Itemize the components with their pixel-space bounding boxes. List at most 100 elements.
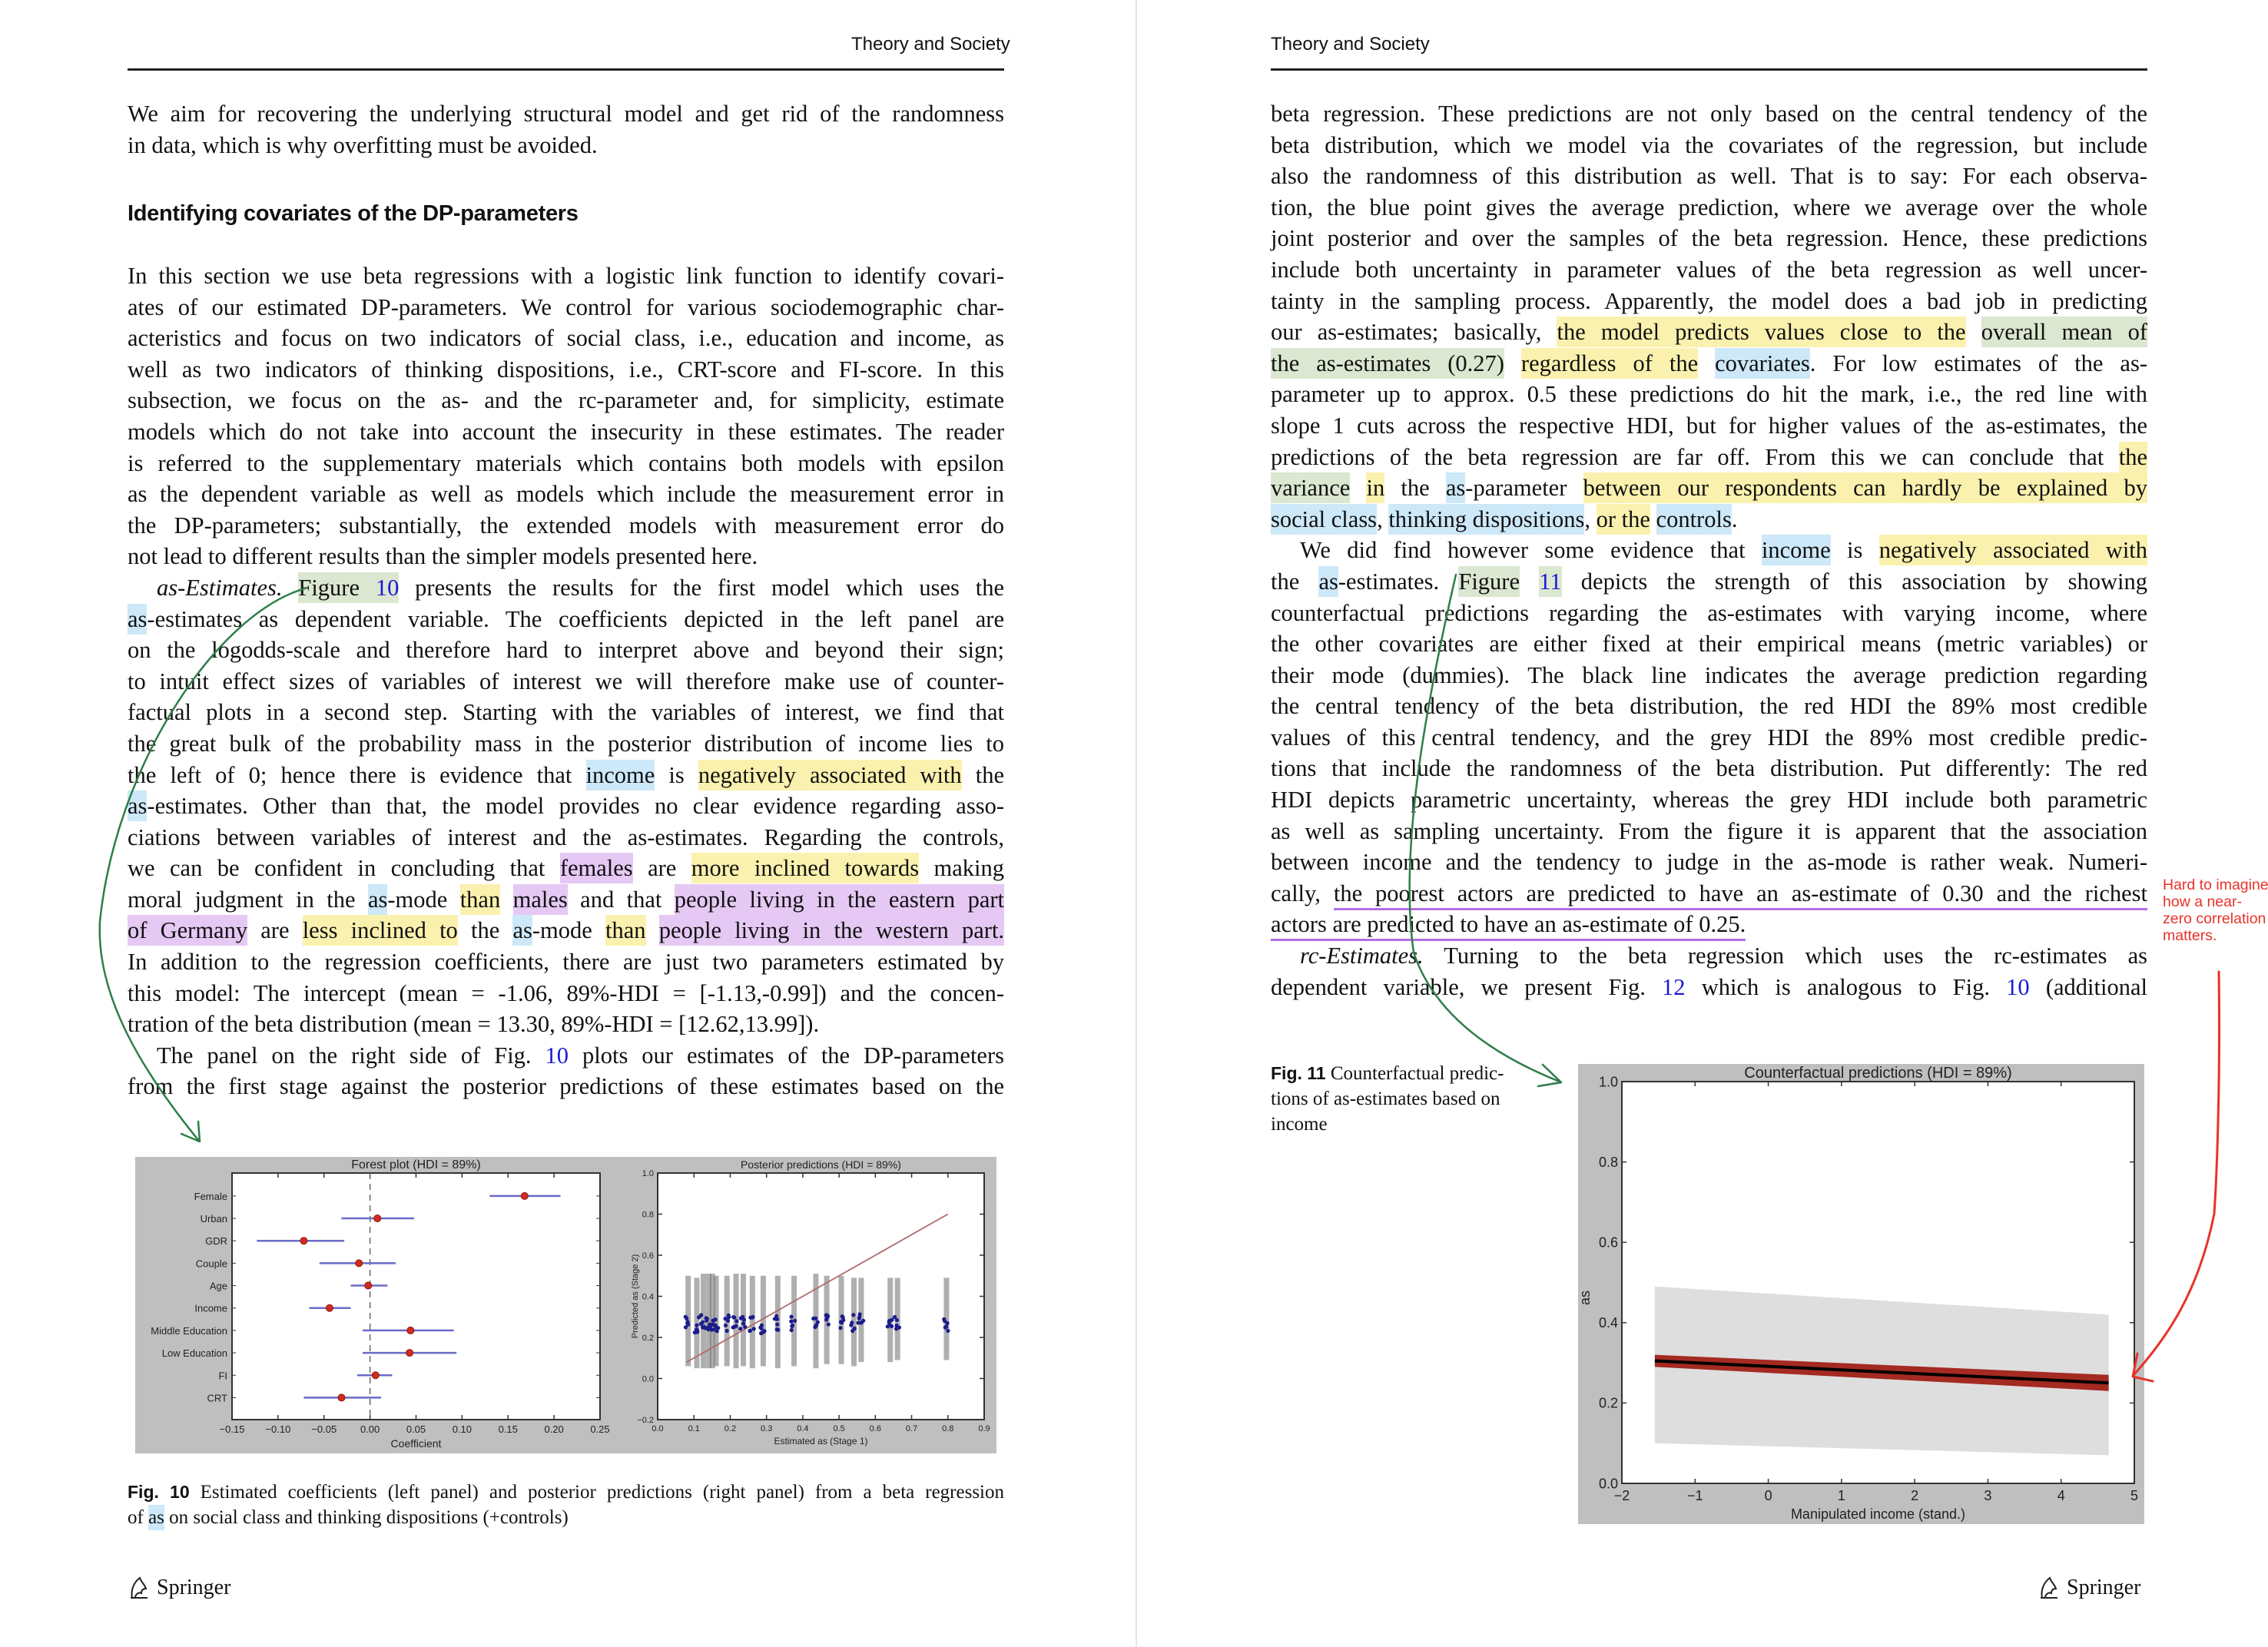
hdi-bar [706, 1274, 712, 1369]
mean-point [325, 1304, 333, 1312]
prediction-point [775, 1322, 780, 1327]
y-tick-label: 0.2 [1599, 1396, 1618, 1411]
highlight-blue: thinking dispositions [1388, 503, 1585, 535]
prediction-point [692, 1330, 697, 1335]
text-line: actors are predicted to have an as-estim… [1271, 909, 2147, 942]
text-run: -estimates as dependent variable. The co… [147, 605, 1004, 632]
highlight-green: Figure [298, 572, 376, 603]
prediction-point [887, 1318, 892, 1323]
mean-point [371, 1371, 380, 1380]
prediction-point [700, 1320, 705, 1324]
left-body-text: In this section we use beta regressions … [128, 260, 1005, 1102]
prediction-point [790, 1324, 794, 1329]
hdi-bar [774, 1275, 781, 1369]
y-tick-label: 0.6 [1599, 1235, 1618, 1251]
mean-point [355, 1259, 363, 1268]
x-tick-label: 0.4 [797, 1424, 808, 1433]
text-run: We aim for recovering the underlying str… [128, 101, 1004, 127]
text-run: beta regression. These predictions are n… [1271, 101, 2147, 127]
prediction-point [741, 1317, 747, 1322]
text-line: the left of 0; hence there is evidence t… [128, 759, 1004, 791]
x-tick-label: 3 [1984, 1488, 1991, 1503]
x-tick-label: −0.10 [265, 1423, 290, 1435]
text-run: Turning to the beta regression which use… [1423, 943, 2147, 969]
caption-text: Estimated coefficients (left panel) and … [189, 1482, 1004, 1503]
highlight-purple: males [512, 883, 568, 915]
x-tick-label: −0.05 [311, 1423, 337, 1435]
x-tick-label: 0.15 [499, 1423, 518, 1435]
prediction-point [738, 1327, 743, 1331]
text-run: -mode [387, 886, 460, 913]
text-line: tration of the beta distribution (mean =… [128, 1009, 1004, 1040]
text-line: our as-estimates; basically, the model p… [1271, 316, 2147, 348]
mean-prediction-line [1654, 1359, 2109, 1385]
category-label: Urban [201, 1213, 227, 1224]
text-run: -estimates. Other than that, the model p… [147, 793, 1004, 820]
prediction-point [750, 1315, 754, 1320]
springer-footer-right: Springer [2038, 1575, 2140, 1601]
prediction-point [699, 1313, 704, 1317]
figure-11-caption: Fig. 11 Counterfactual predic- tions of … [1271, 1061, 1578, 1137]
text-run: ates of our estimated DP-parameters. We … [128, 293, 1004, 320]
prediction-point [850, 1321, 854, 1325]
highlight-green: Figure [1458, 565, 1520, 597]
text-line: In this section we use beta regressions … [128, 260, 1004, 292]
text-run: In addition to the regression coefficien… [128, 949, 1004, 976]
caption-text: Counterfactual predic- [1325, 1063, 1504, 1084]
prediction-point [826, 1322, 831, 1327]
prediction-point [859, 1321, 864, 1325]
text-line: HDI depicts parametric uncertainty, wher… [1271, 784, 2147, 816]
text-run: , [1584, 505, 1597, 532]
highlight-yellow: the [2118, 441, 2147, 472]
figure-link[interactable]: 10 [545, 1042, 569, 1069]
green-arrow-curve [1408, 573, 1561, 1083]
highlight-yellow: in [1366, 472, 1385, 504]
prediction-point [731, 1325, 735, 1330]
figure-link[interactable]: 10 [2006, 973, 2030, 1000]
highlight-yellow: more inclined towards [691, 853, 920, 884]
text-run: include both uncertainty in parameter va… [1271, 256, 2147, 283]
category-label: Female [194, 1191, 227, 1202]
text-line: as-estimates. Other than that, the model… [128, 790, 1004, 822]
springer-logo-icon [2041, 1576, 2057, 1599]
text-line: counterfactual predictions regarding the… [1271, 598, 2147, 629]
highlight-blue: controls [1656, 503, 1732, 535]
x-axis-label: Estimated as (Stage 1) [774, 1436, 867, 1447]
annotation-note[interactable]: Hard to imagine how a near-zero correlat… [2163, 877, 2268, 944]
hdi-bar [760, 1275, 766, 1367]
prediction-point [715, 1329, 719, 1334]
highlight-yellow: negatively associated with [698, 759, 962, 790]
figure-link[interactable]: 10 [375, 572, 400, 603]
prediction-point [762, 1329, 767, 1334]
category-label: Middle Education [151, 1325, 227, 1337]
x-tick-label: 0.2 [724, 1424, 736, 1433]
category-label: CRT [207, 1392, 228, 1403]
text-run: on the logodds-scale and therefore hard … [128, 637, 1004, 664]
counterfactual-plot: Counterfactual predictions (HDI = 89%) −2… [1577, 1065, 2138, 1522]
text-line: We did find however some evidence that i… [1271, 535, 2148, 566]
identity-line [686, 1213, 949, 1363]
text-run: in data, which is why overfitting must b… [128, 131, 598, 158]
prediction-point [701, 1325, 705, 1330]
left-top-text: We aim for recovering the underlying str… [128, 98, 1004, 161]
text-run: In this section we use beta regressions … [128, 263, 1004, 289]
text-run: parameter up to approx. 0.5 these predic… [1271, 381, 2147, 408]
figure-link[interactable]: 12 [1662, 973, 1686, 1000]
text-line: to intuit effect sizes of variables of i… [128, 666, 1004, 698]
prediction-point [894, 1317, 899, 1323]
prediction-point [943, 1325, 947, 1330]
text-line: joint posterior and over the samples of … [1271, 223, 2147, 254]
text-line: cally, the poorest actors are predicted … [1271, 877, 2147, 910]
figure-link[interactable]: 11 [1539, 565, 1562, 597]
springer-logo-icon [131, 1576, 148, 1599]
y-tick-label: 0.0 [1599, 1476, 1618, 1491]
prediction-point [727, 1314, 731, 1320]
prediction-point [811, 1316, 816, 1321]
prediction-point [838, 1320, 844, 1324]
figure-10-caption: Fig. 10 Estimated coefficients (left pan… [128, 1480, 1004, 1530]
text-line: moral judgment in the as-mode than males… [128, 883, 1005, 916]
x-tick-label: 4 [2057, 1488, 2065, 1503]
y-tick-label: 0.8 [642, 1210, 654, 1219]
hdi-bar [851, 1278, 857, 1367]
text-line: include both uncertainty in parameter va… [1271, 254, 2147, 286]
